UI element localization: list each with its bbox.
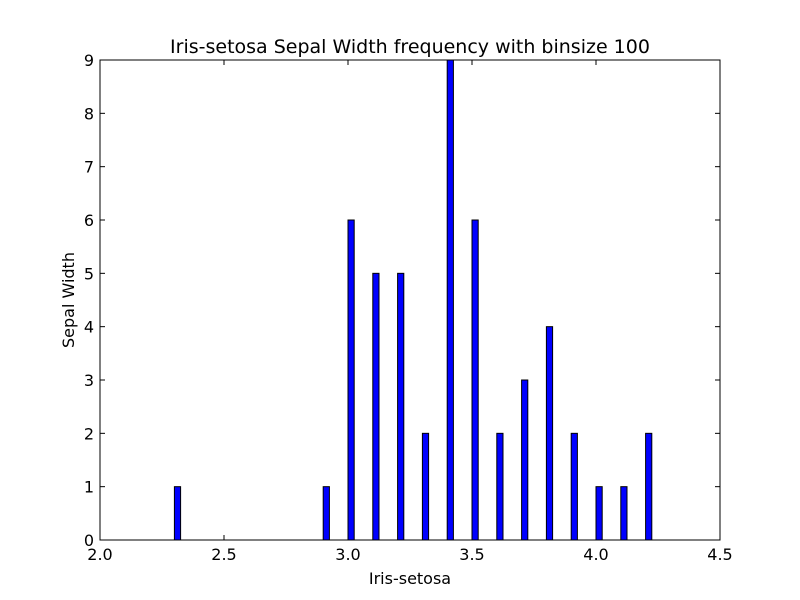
bars-group bbox=[173, 59, 653, 541]
x-tick-label: 3.0 bbox=[335, 545, 360, 564]
x-tick-label: 2.0 bbox=[87, 545, 112, 564]
histogram-bar bbox=[595, 486, 603, 541]
histogram-bar bbox=[446, 59, 454, 541]
histogram-bar bbox=[545, 326, 554, 541]
y-tick-label: 5 bbox=[84, 264, 94, 283]
y-tick-label: 8 bbox=[84, 104, 94, 123]
x-tick-label: 3.5 bbox=[459, 545, 484, 564]
histogram-bar bbox=[397, 272, 405, 541]
y-axis: 0 1 2 3 4 5 6 7 8 9 bbox=[84, 51, 720, 550]
histogram-bar bbox=[645, 432, 653, 541]
y-tick-label: 7 bbox=[84, 158, 94, 177]
y-tick-label: 2 bbox=[84, 424, 94, 443]
y-tick-label: 3 bbox=[84, 371, 94, 390]
histogram-bar bbox=[496, 432, 504, 541]
y-axis-label: Sepal Width bbox=[59, 252, 78, 348]
histogram-bar bbox=[372, 272, 380, 541]
histogram-bar bbox=[570, 432, 578, 541]
histogram-bar bbox=[421, 432, 430, 541]
x-tick-label: 2.5 bbox=[211, 545, 236, 564]
plot-frame bbox=[99, 59, 721, 541]
histogram-bar bbox=[173, 486, 182, 541]
y-tick-label: 0 bbox=[84, 531, 94, 550]
histogram-bar bbox=[471, 219, 479, 541]
x-axis-label: Iris-setosa bbox=[369, 569, 451, 588]
histogram-bar bbox=[347, 219, 355, 541]
x-tick-label: 4.5 bbox=[707, 545, 732, 564]
x-tick-label: 4.0 bbox=[583, 545, 608, 564]
x-axis: 2.0 2.5 3.0 3.5 4.0 4.5 bbox=[87, 60, 733, 564]
histogram-bar bbox=[322, 486, 330, 541]
y-tick-label: 9 bbox=[84, 51, 94, 70]
chart-title: Iris-setosa Sepal Width frequency with b… bbox=[170, 36, 650, 58]
y-tick-label: 6 bbox=[84, 211, 94, 230]
y-tick-label: 1 bbox=[84, 478, 94, 497]
histogram-bar bbox=[620, 486, 628, 541]
histogram-bar bbox=[521, 379, 529, 541]
y-tick-label: 4 bbox=[84, 318, 94, 337]
